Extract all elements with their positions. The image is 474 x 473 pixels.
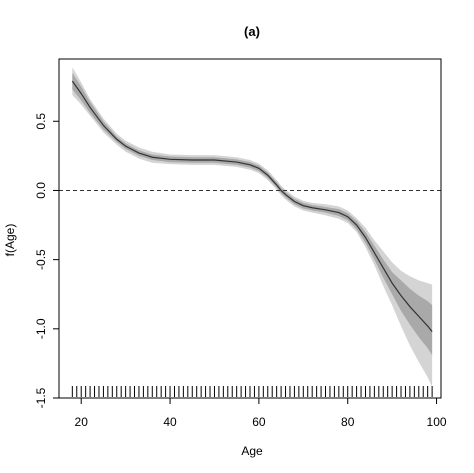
- outer-confidence-band: [72, 67, 433, 387]
- x-tick-label: 80: [341, 415, 355, 429]
- x-axis-label: Age: [241, 444, 263, 458]
- x-tick-label: 60: [252, 415, 266, 429]
- y-tick-label: 0.0: [34, 182, 48, 199]
- y-axis-label: f(Age): [3, 224, 17, 257]
- x-tick-label: 100: [427, 415, 447, 429]
- inner-confidence-band: [72, 72, 433, 356]
- x-tick-label: 40: [163, 415, 177, 429]
- y-tick-label: -1.0: [34, 318, 48, 339]
- fitted-smooth-line: [71, 80, 433, 332]
- x-axis: 20 40 60 80 100: [75, 398, 447, 429]
- x-tick-label: 20: [75, 415, 89, 429]
- y-tick-label: 0.5: [34, 113, 48, 130]
- chart-title: (a): [244, 24, 260, 39]
- plot-area: [59, 67, 441, 397]
- plot-frame: [58, 58, 442, 399]
- y-tick-label: -1.5: [34, 387, 48, 408]
- y-tick-label: -0.5: [34, 249, 48, 270]
- y-axis: -1.5 -1.0 -0.5 0.0 0.5: [34, 113, 59, 408]
- rug-marks: [71, 386, 433, 397]
